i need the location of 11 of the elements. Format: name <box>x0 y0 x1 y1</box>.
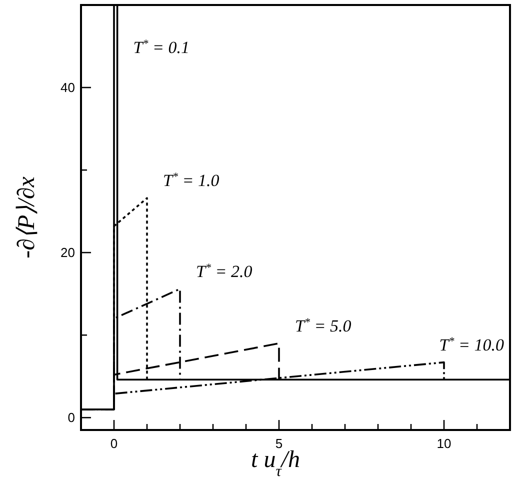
x-tick-label: 0 <box>110 436 118 451</box>
annotation: T$^{*}$ = 5.0 <box>295 316 352 336</box>
x-tick-label: 10 <box>436 436 452 451</box>
annotation: T$^{*}$ = 0.1 <box>133 38 190 57</box>
annotation: T$^{*}$ = 2.0 <box>196 262 253 281</box>
annotation: T$^{*}$ = 10.0 <box>439 335 504 354</box>
y-tick-label: 0 <box>68 410 75 426</box>
y-tick-label: 20 <box>60 245 75 260</box>
y-tick-label: 40 <box>60 80 75 96</box>
y-axis-title: -∂⟨P⟩/∂x <box>14 176 40 258</box>
annotation: T$^{*}$ = 1.0 <box>163 171 220 190</box>
